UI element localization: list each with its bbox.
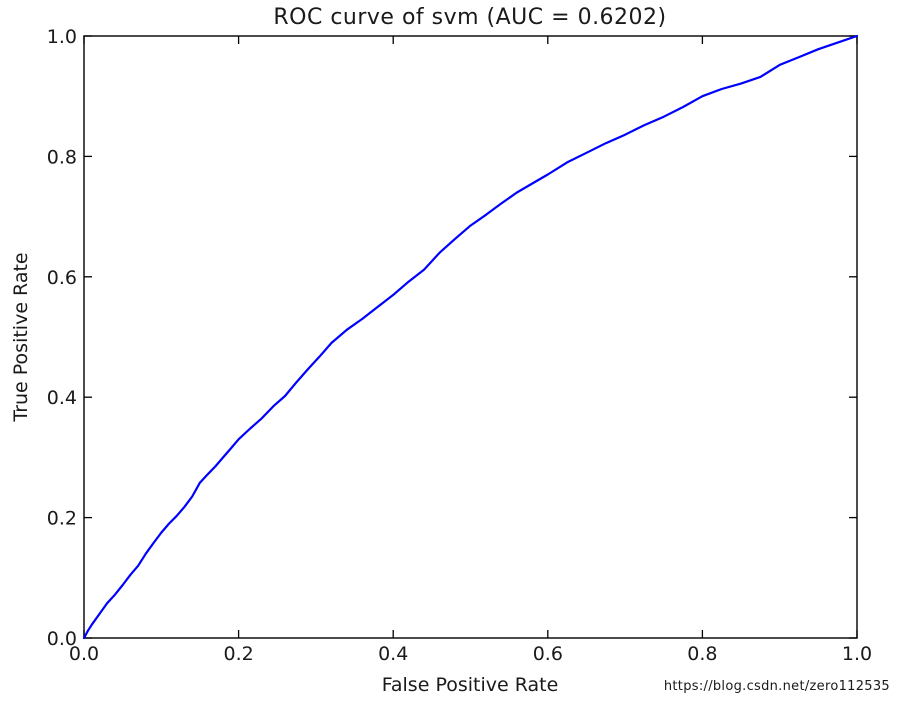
x-tick-label: 0.6: [533, 643, 563, 665]
watermark-text: https://blog.csdn.net/zero112535: [664, 679, 890, 694]
y-tick-label: 0.6: [47, 267, 77, 289]
chart-title: ROC curve of svm (AUC = 0.6202): [273, 5, 666, 30]
y-tick-label: 0.2: [47, 508, 77, 530]
roc-curve-line: [82, 34, 859, 640]
axis-ticks: [83, 35, 858, 639]
y-tick-label: 0.0: [47, 628, 77, 650]
axis-tick-labels: 0.0 0.2 0.4 0.6 0.8 1.0 0.0 0.2 0.4 0.6 0.8 1.0: [47, 26, 872, 665]
x-tick-label: 1.0: [842, 643, 872, 665]
x-axis-label: False Positive Rate: [382, 674, 559, 696]
plot-area: [83, 35, 858, 639]
x-tick-label: 0.8: [687, 643, 717, 665]
x-tick-label: 0.2: [223, 643, 253, 665]
y-tick-label: 0.8: [47, 146, 77, 168]
y-axis-label: True Positive Rate: [10, 252, 32, 422]
y-tick-label: 0.4: [47, 387, 77, 409]
x-tick-label: 0.0: [69, 643, 99, 665]
y-tick-label: 1.0: [47, 26, 77, 48]
x-tick-label: 0.4: [378, 643, 408, 665]
